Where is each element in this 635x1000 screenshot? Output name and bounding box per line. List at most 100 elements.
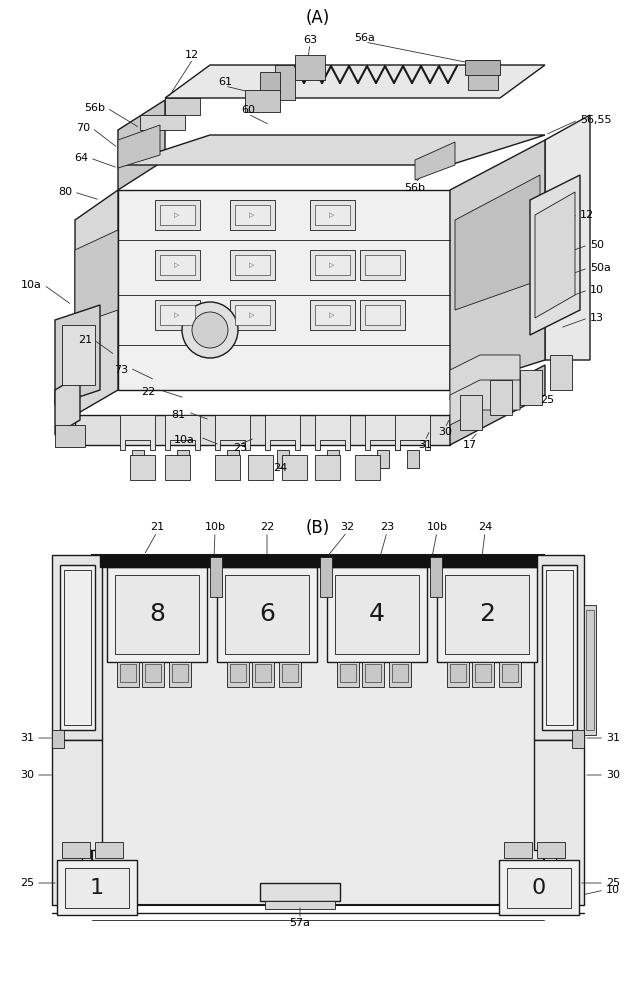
Polygon shape — [265, 415, 300, 450]
Bar — [65, 868, 129, 908]
Polygon shape — [530, 175, 580, 335]
Text: 30: 30 — [606, 770, 620, 780]
Bar — [315, 305, 350, 325]
Text: 2: 2 — [479, 602, 495, 626]
Bar — [282, 455, 307, 480]
Bar — [64, 570, 91, 725]
Text: 30: 30 — [438, 427, 452, 437]
Bar — [430, 557, 442, 597]
Text: 25: 25 — [20, 878, 34, 888]
Text: 13: 13 — [590, 313, 604, 323]
Polygon shape — [165, 65, 545, 98]
Polygon shape — [315, 415, 350, 450]
Bar — [572, 730, 584, 748]
Bar — [130, 455, 155, 480]
Bar — [360, 250, 405, 280]
Text: 31: 31 — [418, 440, 432, 450]
Text: 12: 12 — [185, 50, 199, 60]
Text: 22: 22 — [141, 387, 155, 397]
Polygon shape — [118, 125, 160, 168]
Bar — [230, 200, 275, 230]
Text: 31: 31 — [20, 733, 34, 743]
Text: 81: 81 — [171, 410, 185, 420]
Polygon shape — [62, 325, 95, 385]
Bar — [230, 664, 246, 682]
Text: 21: 21 — [150, 522, 164, 532]
Bar — [117, 662, 139, 687]
Bar — [327, 450, 339, 468]
Bar — [225, 575, 309, 654]
Bar — [335, 575, 419, 654]
Text: 57a: 57a — [290, 918, 311, 928]
Bar — [340, 664, 356, 682]
Bar — [120, 664, 136, 682]
Text: ▷: ▷ — [250, 212, 255, 218]
Text: 10: 10 — [606, 885, 620, 895]
Bar — [360, 300, 405, 330]
Text: ▷: ▷ — [330, 212, 335, 218]
Bar — [475, 664, 491, 682]
Bar — [160, 255, 195, 275]
Text: 4: 4 — [369, 602, 385, 626]
Bar — [490, 380, 512, 415]
Bar — [389, 662, 411, 687]
Text: 6: 6 — [259, 602, 275, 626]
Bar — [235, 305, 270, 325]
Bar — [468, 60, 498, 90]
Bar — [55, 425, 85, 447]
Bar — [260, 883, 340, 901]
Polygon shape — [584, 605, 596, 735]
Text: 31: 31 — [606, 733, 620, 743]
Bar — [132, 450, 144, 468]
Text: 22: 22 — [260, 522, 274, 532]
Text: 10b: 10b — [204, 522, 225, 532]
Text: 30: 30 — [20, 770, 34, 780]
Bar — [310, 250, 355, 280]
Circle shape — [182, 302, 238, 358]
Text: 23: 23 — [233, 443, 247, 453]
Bar — [95, 842, 123, 858]
Bar — [235, 205, 270, 225]
Bar — [320, 557, 332, 597]
Bar — [447, 662, 469, 687]
Bar — [265, 901, 335, 909]
Text: 56,55: 56,55 — [580, 115, 612, 125]
Bar — [60, 565, 95, 730]
Bar — [160, 305, 195, 325]
Bar — [504, 842, 532, 858]
Bar — [445, 575, 529, 654]
Text: 25: 25 — [606, 878, 620, 888]
Bar — [327, 567, 427, 662]
Bar — [520, 370, 542, 405]
Polygon shape — [275, 65, 295, 100]
Text: 63: 63 — [303, 35, 317, 45]
Bar — [169, 662, 191, 687]
Text: ▷: ▷ — [175, 212, 180, 218]
Polygon shape — [118, 100, 165, 190]
Polygon shape — [75, 230, 118, 325]
Text: 10a: 10a — [21, 280, 42, 290]
Polygon shape — [120, 415, 155, 450]
Bar — [160, 205, 195, 225]
Text: 12: 12 — [580, 210, 594, 220]
Bar — [537, 842, 565, 858]
Text: 73: 73 — [114, 365, 128, 375]
Bar — [172, 664, 188, 682]
Bar — [550, 355, 572, 390]
Text: 61: 61 — [218, 77, 232, 87]
Polygon shape — [535, 192, 575, 318]
Bar — [282, 664, 298, 682]
Bar — [252, 662, 274, 687]
Bar — [310, 200, 355, 230]
Polygon shape — [118, 190, 450, 390]
Text: 80: 80 — [58, 187, 72, 197]
Bar — [377, 450, 389, 468]
Text: 50a: 50a — [590, 263, 611, 273]
Text: 64: 64 — [74, 153, 88, 163]
Text: (A): (A) — [306, 9, 330, 27]
Bar — [155, 300, 200, 330]
Text: 17: 17 — [463, 440, 477, 450]
Text: ▷: ▷ — [175, 312, 180, 318]
Bar — [437, 567, 537, 662]
Bar — [362, 662, 384, 687]
